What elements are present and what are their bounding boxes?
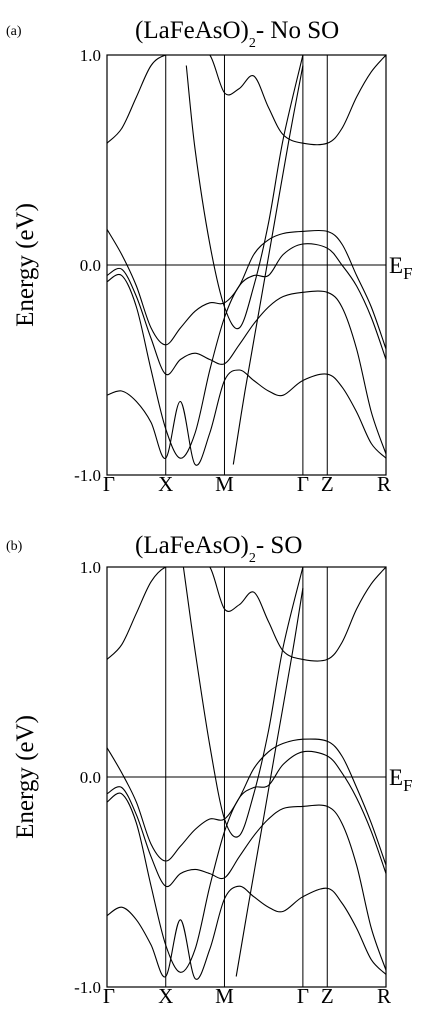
x-tick-label: Γ [297, 472, 309, 496]
plot-frame [106, 566, 387, 988]
fermi-label: EF [389, 253, 413, 283]
panel-a: (a) (LaFeAsO)2- No SO Energy (eV) 1.0 0.0 -1.… [6, 17, 413, 496]
band-line-2 [107, 786, 386, 971]
y-tick-label: 1.0 [80, 46, 101, 65]
x-tick-label: Γ [103, 984, 115, 1008]
chart-title: (LaFeAsO)2- SO [135, 532, 302, 566]
panel-label: (a) [6, 24, 22, 39]
title-suffix: - SO [256, 532, 303, 559]
y-tick-label: -1.0 [74, 978, 101, 997]
x-tick-label: X [158, 984, 173, 1008]
y-axis-label: Energy (eV) [12, 715, 39, 839]
panel-b: (b) (LaFeAsO)2- SO Energy (eV) 1.0 0.0 -1.0 EF… [6, 532, 413, 1008]
band-line-7 [232, 65, 304, 465]
title-main: (LaFeAsO) [135, 17, 249, 44]
band-line-4 [107, 243, 386, 459]
fermi-label-subscript: F [403, 264, 412, 283]
x-tick-label: Γ [103, 472, 115, 496]
x-tick-label: Γ [297, 984, 309, 1008]
y-tick-label: -1.0 [74, 466, 101, 485]
panel-label: (b) [6, 539, 23, 554]
fermi-label-main: E [389, 253, 403, 278]
chart-title: (LaFeAsO)2- No SO [135, 17, 339, 51]
fermi-label-subscript: F [403, 776, 412, 795]
fermi-label: EF [389, 765, 413, 795]
y-tick-label: 1.0 [80, 558, 101, 577]
y-axis-label: Energy (eV) [12, 203, 39, 327]
x-tick-label: M [215, 984, 234, 1008]
y-tick-label: 0.0 [80, 256, 101, 275]
x-tick-label: M [215, 472, 234, 496]
title-subscript: 2 [249, 36, 256, 51]
y-tick-label: 0.0 [80, 768, 101, 787]
x-tick-label: Z [321, 472, 334, 496]
fermi-label-main: E [389, 765, 403, 790]
band-line-2 [107, 267, 386, 455]
title-suffix: - No SO [256, 17, 339, 44]
band-line-5 [107, 567, 386, 662]
band-line-5 [107, 55, 386, 146]
plot-frame [106, 54, 387, 476]
band-line-1 [107, 369, 386, 466]
x-tick-label: X [158, 472, 173, 496]
title-subscript: 2 [249, 551, 256, 566]
band-line-6 [185, 55, 304, 330]
x-tick-label: R [377, 472, 391, 496]
band-line-4 [107, 750, 386, 973]
band-line-7 [235, 587, 304, 977]
band-line-1 [107, 885, 386, 980]
band-line-6 [182, 567, 304, 838]
x-tick-label: Z [321, 984, 334, 1008]
bands [107, 55, 386, 466]
bands [107, 567, 386, 980]
title-main: (LaFeAsO) [135, 532, 249, 559]
x-tick-label: R [377, 984, 391, 1008]
